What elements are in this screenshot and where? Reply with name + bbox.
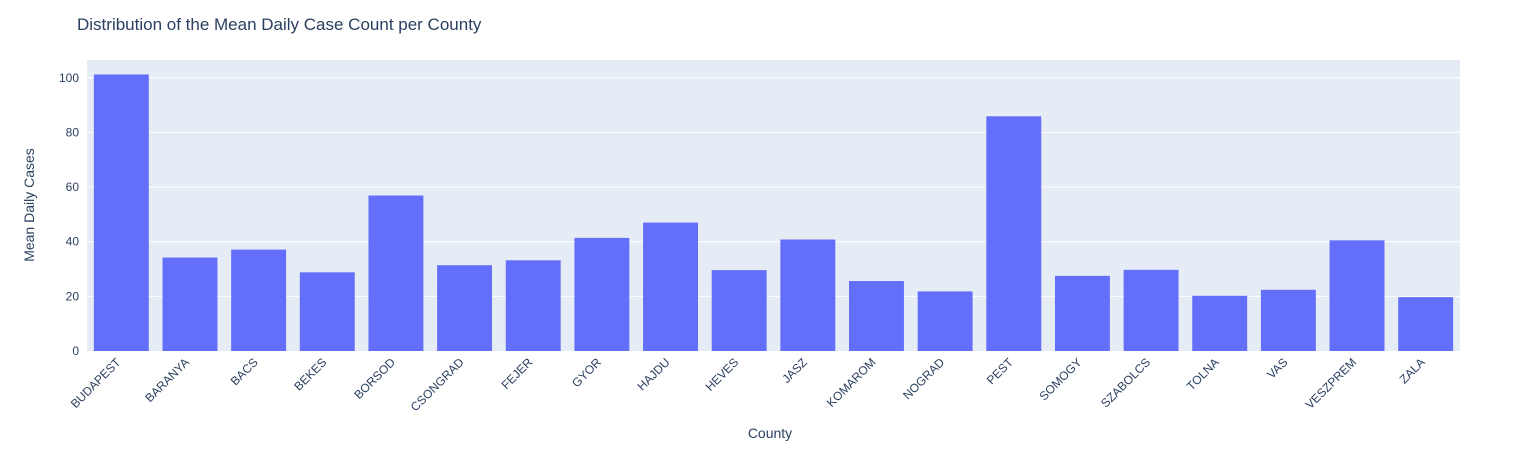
bar-gyor[interactable] bbox=[574, 237, 630, 351]
bar-vas[interactable] bbox=[1260, 289, 1316, 351]
x-tick-label: ZALA bbox=[1397, 355, 1428, 386]
bar-szabolcs[interactable] bbox=[1123, 269, 1179, 351]
y-tick-label: 60 bbox=[66, 180, 80, 194]
plot-background bbox=[87, 60, 1460, 351]
y-tick-label: 20 bbox=[66, 289, 80, 303]
y-tick-label: 100 bbox=[59, 71, 79, 85]
x-tick-label: BEKES bbox=[291, 355, 329, 393]
x-tick-label: NOGRAD bbox=[900, 355, 947, 402]
x-tick-label: FEJER bbox=[499, 355, 536, 392]
bar-nograd[interactable] bbox=[917, 291, 973, 351]
x-tick-label: BARANYA bbox=[142, 355, 192, 405]
bar-pest[interactable] bbox=[986, 116, 1042, 351]
y-tick-label: 0 bbox=[72, 344, 79, 358]
x-tick-label: TOLNA bbox=[1184, 355, 1222, 393]
x-axis-label: County bbox=[748, 425, 792, 441]
bar-jasz[interactable] bbox=[780, 239, 836, 351]
x-tick-label: VESZPREM bbox=[1303, 355, 1360, 412]
y-axis-label: Mean Daily Cases bbox=[21, 148, 37, 262]
bars bbox=[93, 74, 1454, 351]
bar-komarom[interactable] bbox=[849, 281, 904, 351]
bar-hajdu[interactable] bbox=[643, 222, 698, 351]
bar-fejer[interactable] bbox=[505, 260, 561, 351]
x-tick-label: PEST bbox=[984, 355, 1017, 388]
x-tick-label: BORSOD bbox=[351, 355, 398, 402]
x-tick-label: GYOR bbox=[569, 355, 604, 390]
x-tick-label: SZABOLCS bbox=[1098, 355, 1153, 410]
x-tick-label: HAJDU bbox=[634, 355, 672, 393]
bar-bekes[interactable] bbox=[299, 272, 355, 351]
bar-tolna[interactable] bbox=[1192, 295, 1248, 351]
bar-veszprem[interactable] bbox=[1329, 240, 1385, 351]
x-tick-label: CSONGRAD bbox=[408, 355, 467, 414]
y-tick-labels: 0 20 40 60 80 100 bbox=[59, 71, 79, 358]
bar-baranya[interactable] bbox=[162, 257, 218, 351]
x-tick-label: KOMAROM bbox=[824, 355, 879, 410]
x-tick-label: SOMOGY bbox=[1036, 355, 1084, 403]
bar-budapest[interactable] bbox=[93, 74, 149, 351]
bar-somogy[interactable] bbox=[1054, 275, 1110, 351]
bar-borsod[interactable] bbox=[368, 195, 424, 351]
x-tick-label: VAS bbox=[1264, 355, 1290, 381]
bar-zala[interactable] bbox=[1398, 297, 1454, 351]
chart-title: Distribution of the Mean Daily Case Coun… bbox=[77, 15, 482, 34]
x-tick-label: BACS bbox=[228, 355, 261, 388]
x-tick-label: JASZ bbox=[779, 355, 810, 386]
x-tick-label: HEVES bbox=[703, 355, 742, 394]
y-tick-label: 40 bbox=[66, 235, 80, 249]
bar-csongrad[interactable] bbox=[437, 265, 493, 351]
x-tick-labels: BUDAPEST BARANYA BACS BEKES BORSOD CSONGRAD FE… bbox=[68, 355, 1428, 414]
bar-heves[interactable] bbox=[711, 270, 767, 351]
y-tick-label: 80 bbox=[66, 125, 80, 139]
bar-bacs[interactable] bbox=[231, 249, 287, 351]
x-tick-label: BUDAPEST bbox=[68, 355, 124, 411]
